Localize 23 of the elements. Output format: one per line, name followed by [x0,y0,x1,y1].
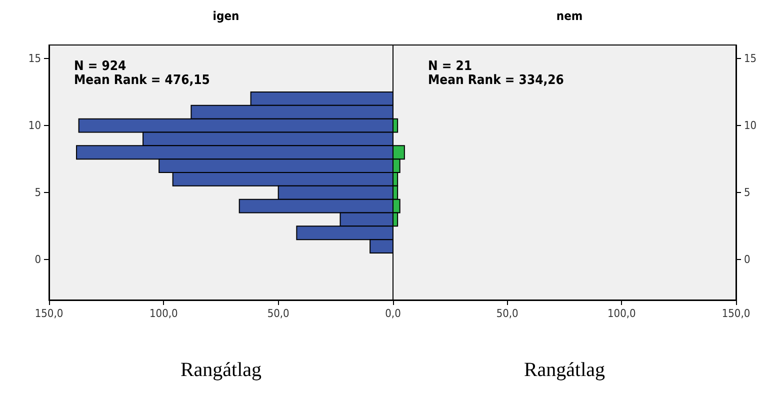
x-tick-label: 50,0 [496,307,518,320]
x-tick-label: 50,0 [267,307,290,320]
chart-title: nem [556,9,583,23]
annotation: N = 924 [74,59,126,74]
y-tick-label: 5 [744,186,750,200]
annotation: N = 21 [428,59,472,74]
y-tick-label: 0 [744,253,750,266]
y-tick-label: 5 [34,186,41,200]
x-tick-label: 100,0 [608,307,636,320]
y-tick-label: 10 [28,119,41,132]
y-tick-label: 10 [744,119,757,132]
x-tick-label: 150,0 [34,307,64,320]
x-axis-title: Rangátlag [524,359,606,381]
annotation: Mean Rank = 334,26 [428,73,564,88]
y-tick-label: 15 [744,52,757,65]
x-tick-label: 150,0 [722,307,750,320]
x-tick-label: 0,0 [385,307,401,320]
y-tick-label: 0 [34,253,41,266]
annotation: Mean Rank = 476,15 [74,73,210,88]
x-axis-title: Rangátlag [180,359,262,381]
chart-title: igen [212,9,240,23]
y-tick-label: 15 [28,52,41,65]
x-tick-label: 100,0 [150,307,178,320]
